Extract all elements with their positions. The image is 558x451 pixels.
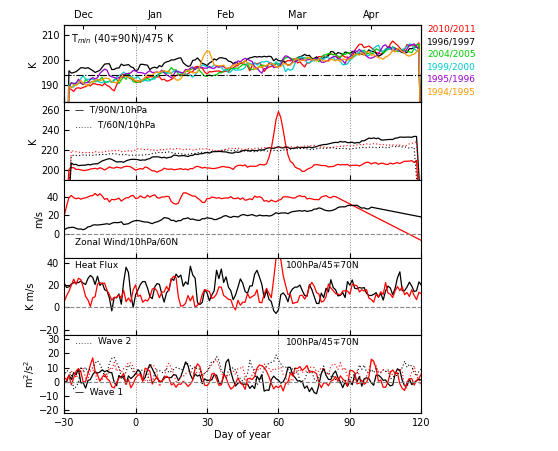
Text: 1996/1997: 1996/1997 [427, 37, 476, 46]
Text: Zonal Wind/10hPa/60N: Zonal Wind/10hPa/60N [75, 237, 178, 246]
Text: 2004/2005: 2004/2005 [427, 50, 475, 59]
Text: 1994/1995: 1994/1995 [427, 87, 476, 97]
Y-axis label: m/s: m/s [34, 210, 44, 228]
X-axis label: Day of year: Day of year [214, 430, 271, 440]
Text: ......  Wave 2: ...... Wave 2 [75, 337, 131, 346]
Y-axis label: K: K [28, 60, 38, 67]
Y-axis label: m$^2$/s$^2$: m$^2$/s$^2$ [23, 360, 37, 388]
Text: Heat Flux: Heat Flux [75, 261, 118, 270]
Text: 1999/2000: 1999/2000 [427, 62, 476, 71]
Y-axis label: K: K [28, 138, 38, 144]
Text: 2010/2011: 2010/2011 [427, 25, 475, 34]
Text: 1995/1996: 1995/1996 [427, 75, 476, 84]
Text: —  Wave 1: — Wave 1 [75, 388, 123, 397]
Text: 100hPa/45∓70N: 100hPa/45∓70N [286, 261, 359, 270]
Y-axis label: K m/s: K m/s [26, 283, 36, 310]
Text: ......  T/60N/10hPa: ...... T/60N/10hPa [75, 120, 155, 129]
Text: —  T/90N/10hPa: — T/90N/10hPa [75, 106, 147, 115]
Text: T$_{min}$ (40∓90N)/475 K: T$_{min}$ (40∓90N)/475 K [71, 32, 175, 46]
Text: 100hPa/45∓70N: 100hPa/45∓70N [286, 337, 359, 346]
